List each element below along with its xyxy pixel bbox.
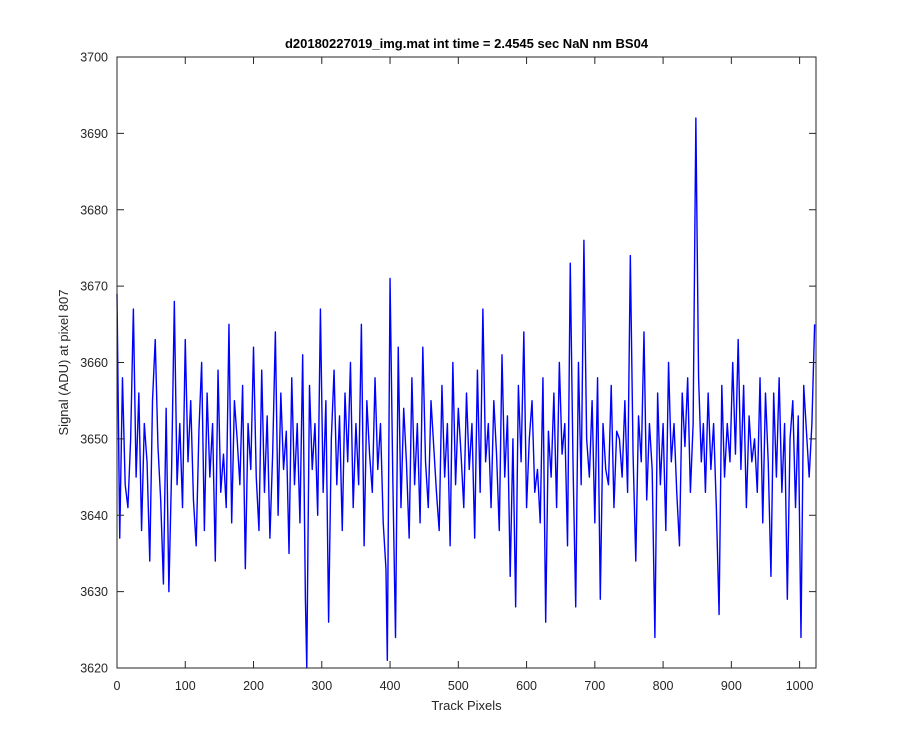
y-tick-label: 3660 xyxy=(80,356,108,370)
y-tick-label: 3700 xyxy=(80,51,108,65)
x-tick-label: 0 xyxy=(114,679,121,693)
series-layer xyxy=(116,117,816,669)
x-tick-label: 600 xyxy=(516,679,537,693)
y-tick-label: 3670 xyxy=(80,280,108,294)
x-tick-label: 100 xyxy=(175,679,196,693)
chart-title: d20180227019_img.mat int time = 2.4545 s… xyxy=(285,36,649,51)
y-tick-label: 3620 xyxy=(80,662,108,676)
series-line xyxy=(116,117,816,669)
ticks-layer: 0 100 200 300 400 500 600 700 800 900 1000 3620 3630… xyxy=(80,51,816,693)
x-tick-label: 900 xyxy=(721,679,742,693)
x-tick-label: 300 xyxy=(311,679,332,693)
y-tick-label: 3630 xyxy=(80,585,108,599)
x-tick-label: 500 xyxy=(448,679,469,693)
y-axis-label: Signal (ADU) at pixel 807 xyxy=(56,290,71,436)
x-axis-label: Track Pixels xyxy=(431,698,502,713)
axes-frame xyxy=(116,56,817,669)
x-tick-label: 1000 xyxy=(786,679,814,693)
x-tick-label: 700 xyxy=(584,679,605,693)
y-tick-label: 3640 xyxy=(80,509,108,523)
axes-background xyxy=(117,57,816,668)
y-tick-label: 3690 xyxy=(80,127,108,141)
x-tick-label: 200 xyxy=(243,679,264,693)
x-tick-label: 800 xyxy=(653,679,674,693)
y-tick-label: 3650 xyxy=(80,432,108,446)
x-tick-label: 400 xyxy=(380,679,401,693)
y-tick-label: 3680 xyxy=(80,203,108,217)
